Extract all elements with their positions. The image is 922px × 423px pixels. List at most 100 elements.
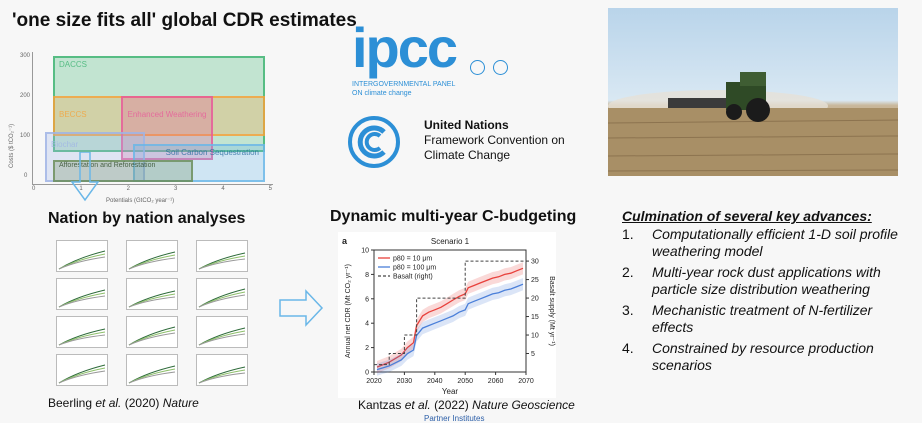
y-tick-label: 2	[365, 345, 369, 352]
y-right-tick-label: 25	[531, 277, 539, 284]
nation-mini-chart	[56, 354, 108, 386]
x-tick-label: 2020	[366, 378, 382, 385]
advances-title: Culmination of several key advances:	[622, 208, 872, 224]
series-band	[377, 262, 523, 374]
xtick: 3	[173, 186, 178, 192]
x-tick-label: 2040	[427, 378, 443, 385]
citation-etal: et al.	[404, 398, 431, 412]
mini-trend-lines	[198, 288, 246, 308]
cdr-line-chart: a Scenario 1 2020 2030 2040 2050 2060 2070 0 2 4 6 8…	[338, 232, 556, 398]
mini-trend-line	[128, 332, 176, 346]
nation-mini-chart	[196, 240, 248, 272]
nation-mini-chart	[196, 316, 248, 348]
citation-year: (2022)	[434, 398, 469, 412]
mini-trend-line	[198, 372, 246, 384]
y-right-tick-label: 10	[531, 333, 539, 340]
unfccc-emblem-icon	[348, 116, 400, 168]
x-tick-label: 2050	[457, 378, 473, 385]
mini-trend-lines	[198, 327, 246, 346]
mini-trend-line	[128, 371, 176, 384]
ytick-0: 0	[24, 173, 28, 179]
wmo-emblem-icon	[470, 60, 485, 75]
cost-axis-label: Costs ($ tCO₂⁻¹)	[9, 123, 15, 168]
xtick: 5	[268, 186, 272, 192]
unfccc-logo: United Nations Framework Convention on C…	[346, 114, 596, 170]
citation-journal: Nature Geoscience	[472, 398, 575, 412]
un-line1: United Nations	[424, 118, 509, 132]
nation-mini-chart	[56, 240, 108, 272]
daccs-box: DACCS	[53, 56, 265, 152]
beerling-citation: Beerling et al. (2020) Nature	[48, 396, 199, 410]
y-right-tick-label: 30	[531, 259, 539, 266]
y-axis-label: Annual net CDR (Mt CO₂ yr⁻¹)	[345, 264, 352, 358]
nation-mini-chart	[56, 278, 108, 310]
series-line	[376, 267, 524, 368]
citation-author: Beerling	[48, 396, 93, 410]
advance-item: 4. Constrained by resource production sce…	[622, 340, 912, 374]
mini-trend-lines	[128, 365, 176, 384]
nation-mini-chart	[196, 354, 248, 386]
soil-carbon-label: Soil Carbon Sequestration	[165, 148, 259, 157]
un-line2: Framework Convention on	[424, 133, 565, 147]
beccs-box: BECCS	[53, 96, 265, 136]
xtick: 0	[32, 186, 36, 192]
nation-mini-chart	[56, 316, 108, 348]
chart-title: Scenario 1	[431, 237, 470, 246]
beccs-label: BECCS	[59, 110, 87, 119]
mini-trend-lines	[58, 250, 106, 270]
series-band	[377, 278, 523, 376]
right-arrow-icon	[279, 289, 324, 327]
mini-trend-lines	[58, 289, 106, 308]
advance-text: Constrained by resource production scena…	[652, 340, 874, 373]
citation-author: Kantzas	[358, 398, 402, 412]
xtick: 4	[221, 186, 225, 192]
legend-label: p80 = 100 μm	[393, 265, 436, 272]
advance-number: 1.	[622, 226, 634, 242]
nation-mini-chart	[126, 278, 178, 310]
panel-letter: a	[342, 236, 348, 246]
mini-trend-lines	[58, 364, 106, 384]
series-line	[374, 260, 526, 366]
tractor-field-icon	[608, 72, 898, 176]
mini-trend-line	[198, 294, 246, 308]
y-right-tick-label: 15	[531, 314, 539, 321]
mini-trend-lines	[128, 326, 176, 346]
citation-etal: et al.	[95, 396, 122, 410]
daccs-label: DACCS	[59, 60, 88, 69]
y-right-tick-label: 5	[531, 351, 535, 358]
y-tick-label: 8	[365, 272, 369, 279]
nation-mini-chart	[126, 354, 178, 386]
advance-number: 3.	[622, 302, 634, 318]
citation-journal: Nature	[162, 396, 199, 410]
advance-item: 3. Mechanistic treatment of N-fertilizer …	[622, 302, 912, 336]
mini-trend-lines	[128, 290, 176, 308]
plot-frame	[373, 249, 527, 373]
enhanced-weathering-box: Enhanced Weathering	[121, 96, 213, 160]
y-tick-label: 0	[365, 370, 369, 377]
mini-trend-line	[58, 370, 106, 384]
series-line	[376, 283, 524, 371]
afforestation-label: Afforestation and Reforestation	[59, 162, 156, 169]
y-right-axis-label: Basalt supply (Mt yr⁻¹)	[548, 276, 555, 346]
unep-emblem-icon	[493, 60, 509, 75]
kantzas-citation: Kantzas et al. (2022) Nature Geoscience	[358, 398, 575, 412]
x-tick-label: 2060	[488, 378, 504, 385]
legend-label: Basalt (right)	[393, 274, 433, 281]
x-ticks: 0 1 2 3 4 5	[32, 186, 272, 192]
y-tick-label: 6	[365, 296, 369, 303]
mini-trend-lines	[198, 252, 246, 270]
y-tick-label: 4	[365, 321, 369, 328]
ytick-200: 200	[20, 93, 31, 99]
mini-trend-line	[198, 258, 246, 270]
nation-mini-chart	[196, 278, 248, 310]
biochar-label: Biochar	[51, 140, 79, 149]
ytick-300: 300	[20, 53, 31, 59]
advance-text: Computationally efficient 1-D soil profi…	[652, 226, 898, 259]
potential-axis-label: Potentials (GtCO₂ year⁻¹)	[106, 198, 175, 204]
nation-mini-chart	[126, 240, 178, 272]
cbudget-subtitle: Dynamic multi-year C-budgeting	[330, 208, 577, 225]
mini-trend-line	[128, 257, 176, 270]
cost-plot-area: DACCS BECCS Enhanced Weathering Biochar …	[32, 52, 273, 185]
nation-subtitle: Nation by nation analyses	[48, 210, 246, 227]
